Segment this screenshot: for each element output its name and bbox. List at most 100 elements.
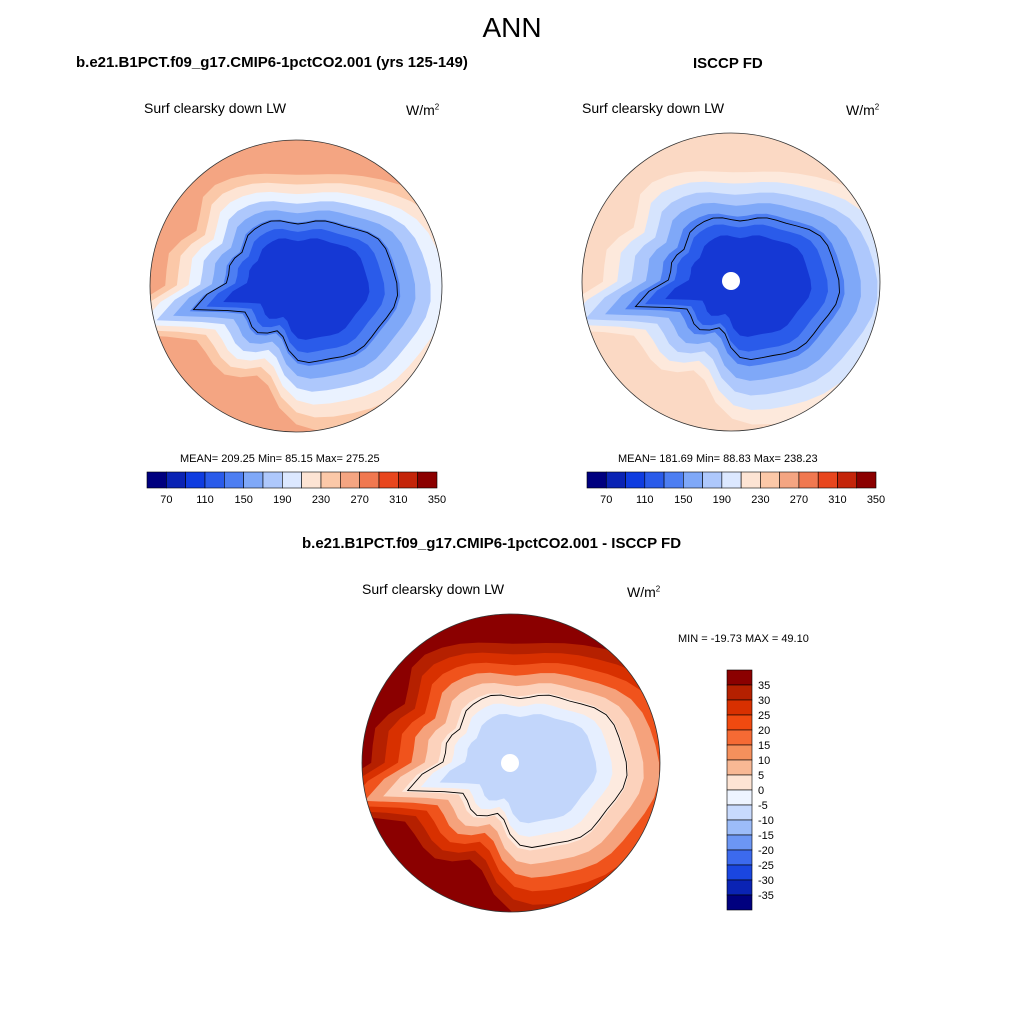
model-colorbar-cell	[340, 471, 360, 489]
model-colorbar-tick-label: 190	[273, 494, 291, 506]
model-colorbar-cell	[359, 471, 380, 489]
obs-colorbar-cell	[779, 471, 800, 489]
obs-colorbar-tick-label: 190	[713, 494, 731, 506]
diff-colorbar-tick-label: -10	[758, 815, 774, 827]
obs-colorbar-cell	[740, 471, 761, 489]
obs-colorbar-cell	[856, 471, 877, 489]
model-colorbar-tick-label: 270	[350, 494, 368, 506]
obs-colorbar-tick-label: 70	[600, 494, 612, 506]
model-colorbar-tick-label: 70	[160, 494, 172, 506]
model-colorbar-cell	[204, 471, 225, 489]
model-map	[150, 140, 442, 432]
obs-colorbar-tick-label: 230	[751, 494, 769, 506]
diff-colorbar-tick-label: 5	[758, 770, 764, 782]
diff-colorbar-cell	[726, 774, 753, 791]
model-colorbar-cell	[417, 471, 438, 489]
model-colorbar-cell	[378, 471, 399, 489]
obs-colorbar-cell	[663, 471, 684, 489]
obs-colorbar-cell	[817, 471, 838, 489]
model-colorbar-cell	[243, 471, 264, 489]
diff-colorbar-cell	[726, 804, 753, 821]
colorbars: 70 110 150 190 230 270 310 350 70 110 150 190 230 270…	[146, 471, 885, 911]
diff-colorbar-cell	[726, 819, 753, 836]
diff-map	[362, 614, 660, 912]
diff-colorbar-cell	[726, 834, 753, 851]
diff-colorbar-tick-label: -35	[758, 890, 774, 902]
diff-colorbar-cell	[726, 714, 753, 731]
diff-colorbar-tick-label: -20	[758, 845, 774, 857]
diff-units-label: W/m2	[627, 584, 660, 600]
model-colorbar-tick-label: 310	[389, 494, 407, 506]
diff-units-base: W/m	[627, 584, 656, 600]
model-colorbar-cell	[185, 471, 206, 489]
model-stats: MEAN= 209.25 Min= 85.15 Max= 275.25	[180, 453, 380, 465]
map-boundary	[581, 132, 881, 432]
diff-variable-label: Surf clearsky down LW	[362, 581, 505, 597]
diff-colorbar-tick-label: 25	[758, 710, 770, 722]
obs-colorbar-cell	[644, 471, 665, 489]
model-colorbar-tick-label: 350	[428, 494, 446, 506]
figure-title: ANN	[482, 12, 542, 43]
missing-data-pole	[722, 272, 740, 290]
model-colorbar-cell	[146, 471, 167, 489]
model-colorbar-cell	[282, 471, 302, 489]
obs-variable-label: Surf clearsky down LW	[582, 100, 725, 116]
model-colorbar-tick-label: 230	[312, 494, 330, 506]
diff-colorbar-cell	[726, 894, 753, 911]
obs-colorbar-cell	[837, 471, 858, 489]
obs-colorbar-tick-label: 350	[867, 494, 885, 506]
map-boundary	[361, 613, 661, 913]
diff-colorbar-tick-label: 35	[758, 680, 770, 692]
obs-colorbar-tick-label: 270	[790, 494, 808, 506]
map-boundary	[149, 139, 443, 433]
model-units-exp: 2	[434, 102, 440, 112]
diff-colorbar-tick-label: -5	[758, 800, 768, 812]
coastline	[634, 217, 840, 361]
contour-band--10--5	[439, 714, 597, 824]
coastline	[192, 220, 398, 364]
diff-colorbar-cell	[726, 789, 753, 806]
model-colorbar-cell	[262, 471, 283, 489]
diff-units-exp: 2	[655, 584, 661, 594]
model-colorbar-tick-label: 110	[196, 494, 214, 506]
model-colorbar-cell	[301, 471, 322, 489]
obs-map	[582, 133, 880, 431]
contour-band-90-110	[223, 238, 370, 340]
diff-stats: MIN = -19.73 MAX = 49.10	[678, 633, 809, 645]
diff-colorbar-cell	[726, 684, 753, 701]
model-colorbar-cell	[166, 471, 186, 489]
diff-colorbar-cell	[726, 879, 753, 896]
obs-panel-title: ISCCP FD	[693, 55, 763, 72]
diff-colorbar-cell	[726, 729, 753, 746]
obs-colorbar-cell	[586, 471, 607, 489]
obs-colorbar-cell	[683, 471, 703, 489]
model-colorbar-tick-label: 150	[234, 494, 252, 506]
diff-colorbar-tick-label: 20	[758, 725, 770, 737]
diff-colorbar-tick-label: 15	[758, 740, 770, 752]
coastline	[406, 694, 628, 848]
obs-colorbar-cell	[625, 471, 646, 489]
model-panel-title: b.e21.B1PCT.f09_g17.CMIP6-1pctCO2.001 (y…	[76, 54, 468, 71]
diff-colorbar-tick-label: 30	[758, 695, 770, 707]
missing-data-pole	[501, 754, 519, 772]
obs-colorbar-cell	[702, 471, 723, 489]
obs-units-base: W/m	[846, 102, 875, 118]
obs-units-label: W/m2	[846, 102, 879, 118]
diff-colorbar-cell	[726, 744, 753, 761]
diff-colorbar-tick-label: 10	[758, 755, 770, 767]
obs-colorbar-cell	[760, 471, 780, 489]
obs-colorbar-cell	[605, 471, 626, 489]
diff-colorbar-cell	[726, 669, 753, 686]
obs-colorbar-tick-label: 110	[636, 494, 654, 506]
model-units-base: W/m	[406, 102, 435, 118]
model-colorbar-cell	[398, 471, 418, 489]
diff-colorbar-cell	[726, 849, 753, 866]
obs-colorbar-cell	[721, 471, 742, 489]
obs-colorbar-tick-label: 310	[828, 494, 846, 506]
diff-colorbar-cell	[726, 864, 753, 881]
diff-colorbar-cell	[726, 699, 753, 716]
diff-colorbar-tick-label: -30	[758, 875, 774, 887]
obs-units-exp: 2	[874, 102, 880, 112]
diff-panel-title: b.e21.B1PCT.f09_g17.CMIP6-1pctCO2.001 - …	[302, 535, 682, 552]
